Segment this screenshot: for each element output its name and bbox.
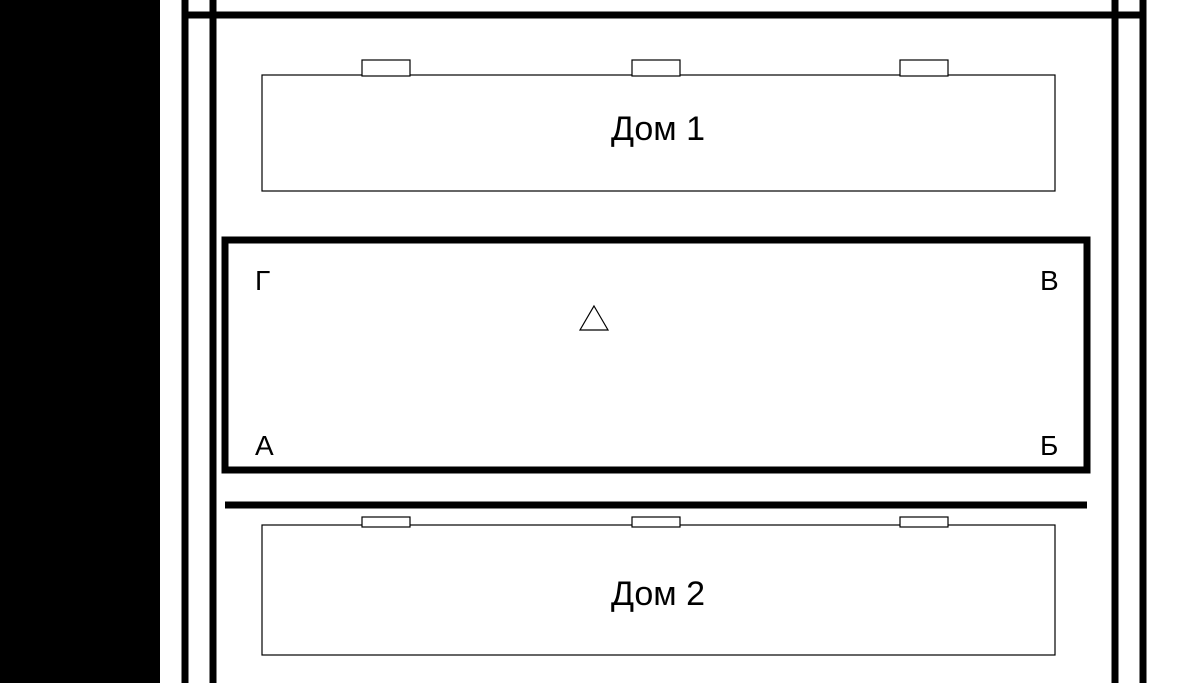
corner-label-g: Г [255,265,270,296]
house-1-tab [362,60,410,76]
left-solid-block [0,0,160,683]
house-1-tab [900,60,948,76]
house-1: Дом 1 [262,60,1055,191]
courtyard-outline [225,240,1087,470]
house-1-label: Дом 1 [611,110,705,148]
frame-right-bar [1115,0,1143,683]
corner-label-b: Б [1040,430,1058,461]
corner-label-a: А [255,430,274,461]
triangle-marker-icon [580,306,608,330]
house-1-tab [632,60,680,76]
house-2: Дом 2 [262,517,1055,655]
courtyard: Г В А Б [225,240,1087,470]
frame-top-bar [185,0,1143,15]
house-2-tab [632,517,680,527]
corner-label-v: В [1040,265,1059,296]
house-2-tab [900,517,948,527]
frame-left-bar [185,0,213,683]
site-plan-diagram: Дом 1 Г В А Б Дом 2 [0,0,1189,683]
house-2-tab [362,517,410,527]
house-2-label: Дом 2 [611,575,705,613]
